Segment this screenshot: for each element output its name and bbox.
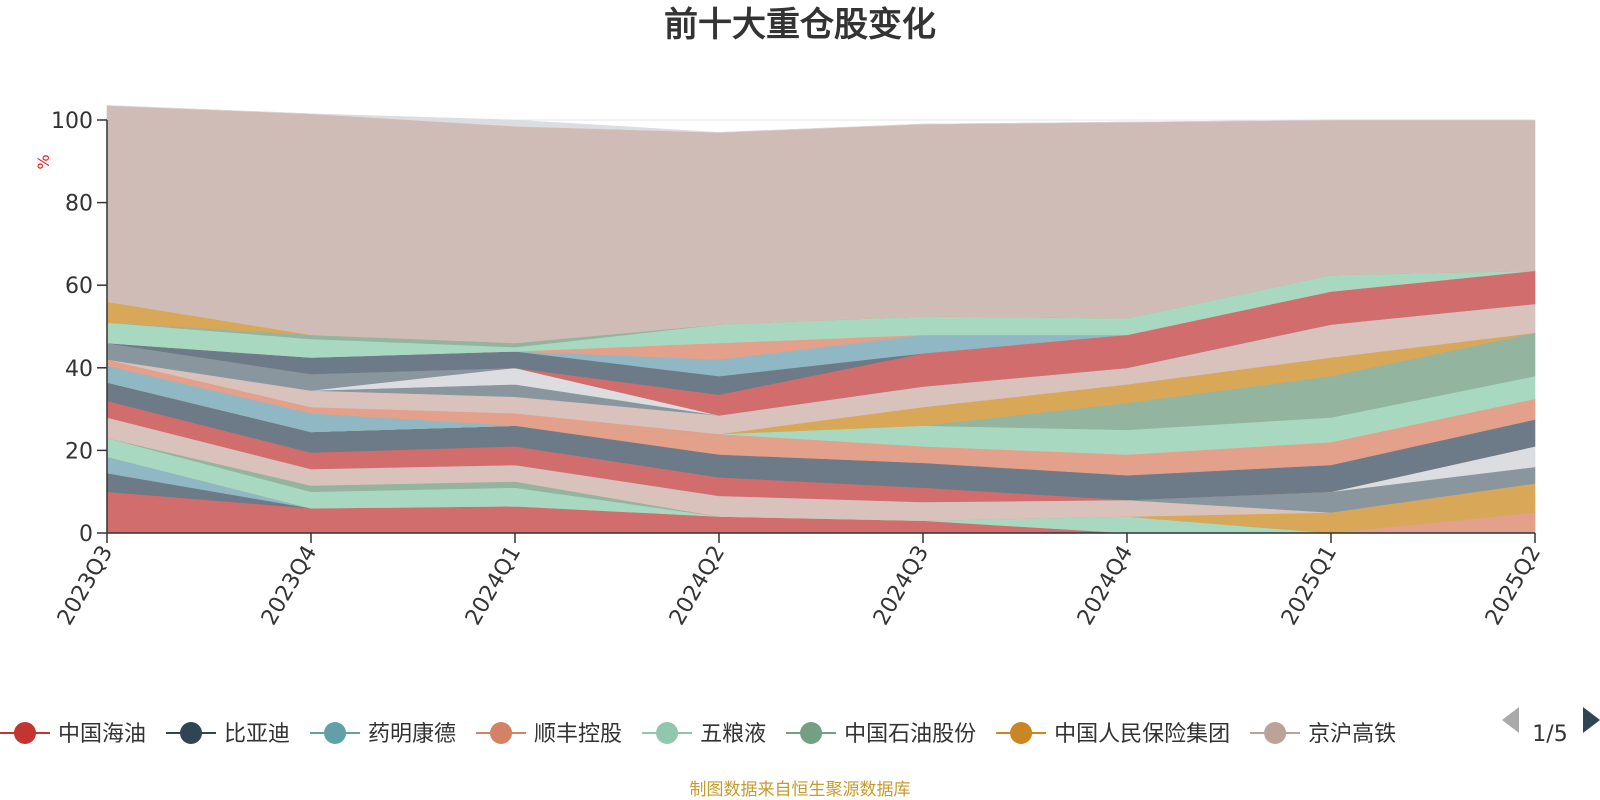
legend-label: 药明康德 bbox=[368, 722, 456, 747]
legend-marker-icon bbox=[490, 722, 513, 744]
legend-item-1[interactable]: 中国海油 bbox=[0, 722, 146, 747]
stacked-areas bbox=[106, 105, 1536, 534]
legend-label: 比亚迪 bbox=[224, 722, 290, 747]
legend: 中国海油 比亚迪 药明康德 顺丰控股 五粮液 中国石油股份 中国人民保险集团 京沪高铁 bbox=[0, 722, 1396, 747]
pager-prev-icon[interactable] bbox=[1502, 707, 1519, 733]
legend-item-5[interactable]: 五粮液 bbox=[642, 722, 766, 747]
y-tick-label: 60 bbox=[65, 274, 93, 299]
legend-item-8[interactable]: 京沪高铁 bbox=[1250, 722, 1396, 747]
legend-marker-icon bbox=[14, 722, 36, 744]
y-tick-label: 0 bbox=[79, 522, 93, 547]
x-tick-label: 2023Q3 bbox=[53, 542, 118, 630]
data-source-footer: 制图数据来自恒生聚源数据库 bbox=[690, 780, 911, 800]
legend-label: 中国石油股份 bbox=[844, 722, 976, 747]
pager-next-icon[interactable] bbox=[1583, 707, 1600, 733]
legend-marker-icon bbox=[324, 722, 347, 744]
legend-item-6[interactable]: 中国石油股份 bbox=[786, 722, 976, 747]
pager-label: 1/5 bbox=[1532, 722, 1567, 747]
x-tick-label: 2023Q4 bbox=[257, 542, 322, 630]
y-tick-label: 20 bbox=[65, 439, 93, 464]
x-tick-label: 2024Q4 bbox=[1073, 542, 1138, 630]
y-axis-unit-label: % bbox=[34, 154, 53, 169]
legend-label: 京沪高铁 bbox=[1308, 722, 1396, 747]
x-tick-label: 2025Q1 bbox=[1277, 542, 1342, 630]
legend-marker-icon bbox=[1264, 722, 1287, 744]
legend-marker-icon bbox=[1010, 722, 1033, 744]
legend-item-7[interactable]: 中国人民保险集团 bbox=[996, 722, 1230, 747]
legend-item-4[interactable]: 顺丰控股 bbox=[476, 722, 622, 747]
area-series-31 bbox=[106, 105, 1536, 133]
x-tick-label: 2024Q3 bbox=[869, 542, 934, 630]
legend-label: 中国海油 bbox=[58, 722, 146, 747]
legend-marker-icon bbox=[180, 722, 203, 744]
legend-label: 五粮液 bbox=[700, 722, 766, 747]
legend-label: 中国人民保险集团 bbox=[1054, 722, 1230, 747]
y-tick-label: 80 bbox=[65, 192, 93, 217]
legend-pager: 1/5 bbox=[1502, 707, 1600, 747]
x-tick-label: 2024Q1 bbox=[461, 542, 526, 630]
legend-marker-icon bbox=[656, 722, 679, 744]
legend-item-2[interactable]: 比亚迪 bbox=[166, 722, 290, 747]
x-tick-label: 2025Q2 bbox=[1481, 542, 1546, 630]
y-tick-label: 40 bbox=[65, 357, 93, 382]
legend-item-3[interactable]: 药明康德 bbox=[310, 722, 456, 747]
legend-marker-icon bbox=[800, 722, 823, 744]
x-tick-label: 2024Q2 bbox=[665, 542, 730, 630]
legend-label: 顺丰控股 bbox=[534, 722, 622, 747]
chart-title: 前十大重仓股变化 bbox=[664, 5, 936, 45]
y-tick-label: 100 bbox=[51, 109, 93, 134]
